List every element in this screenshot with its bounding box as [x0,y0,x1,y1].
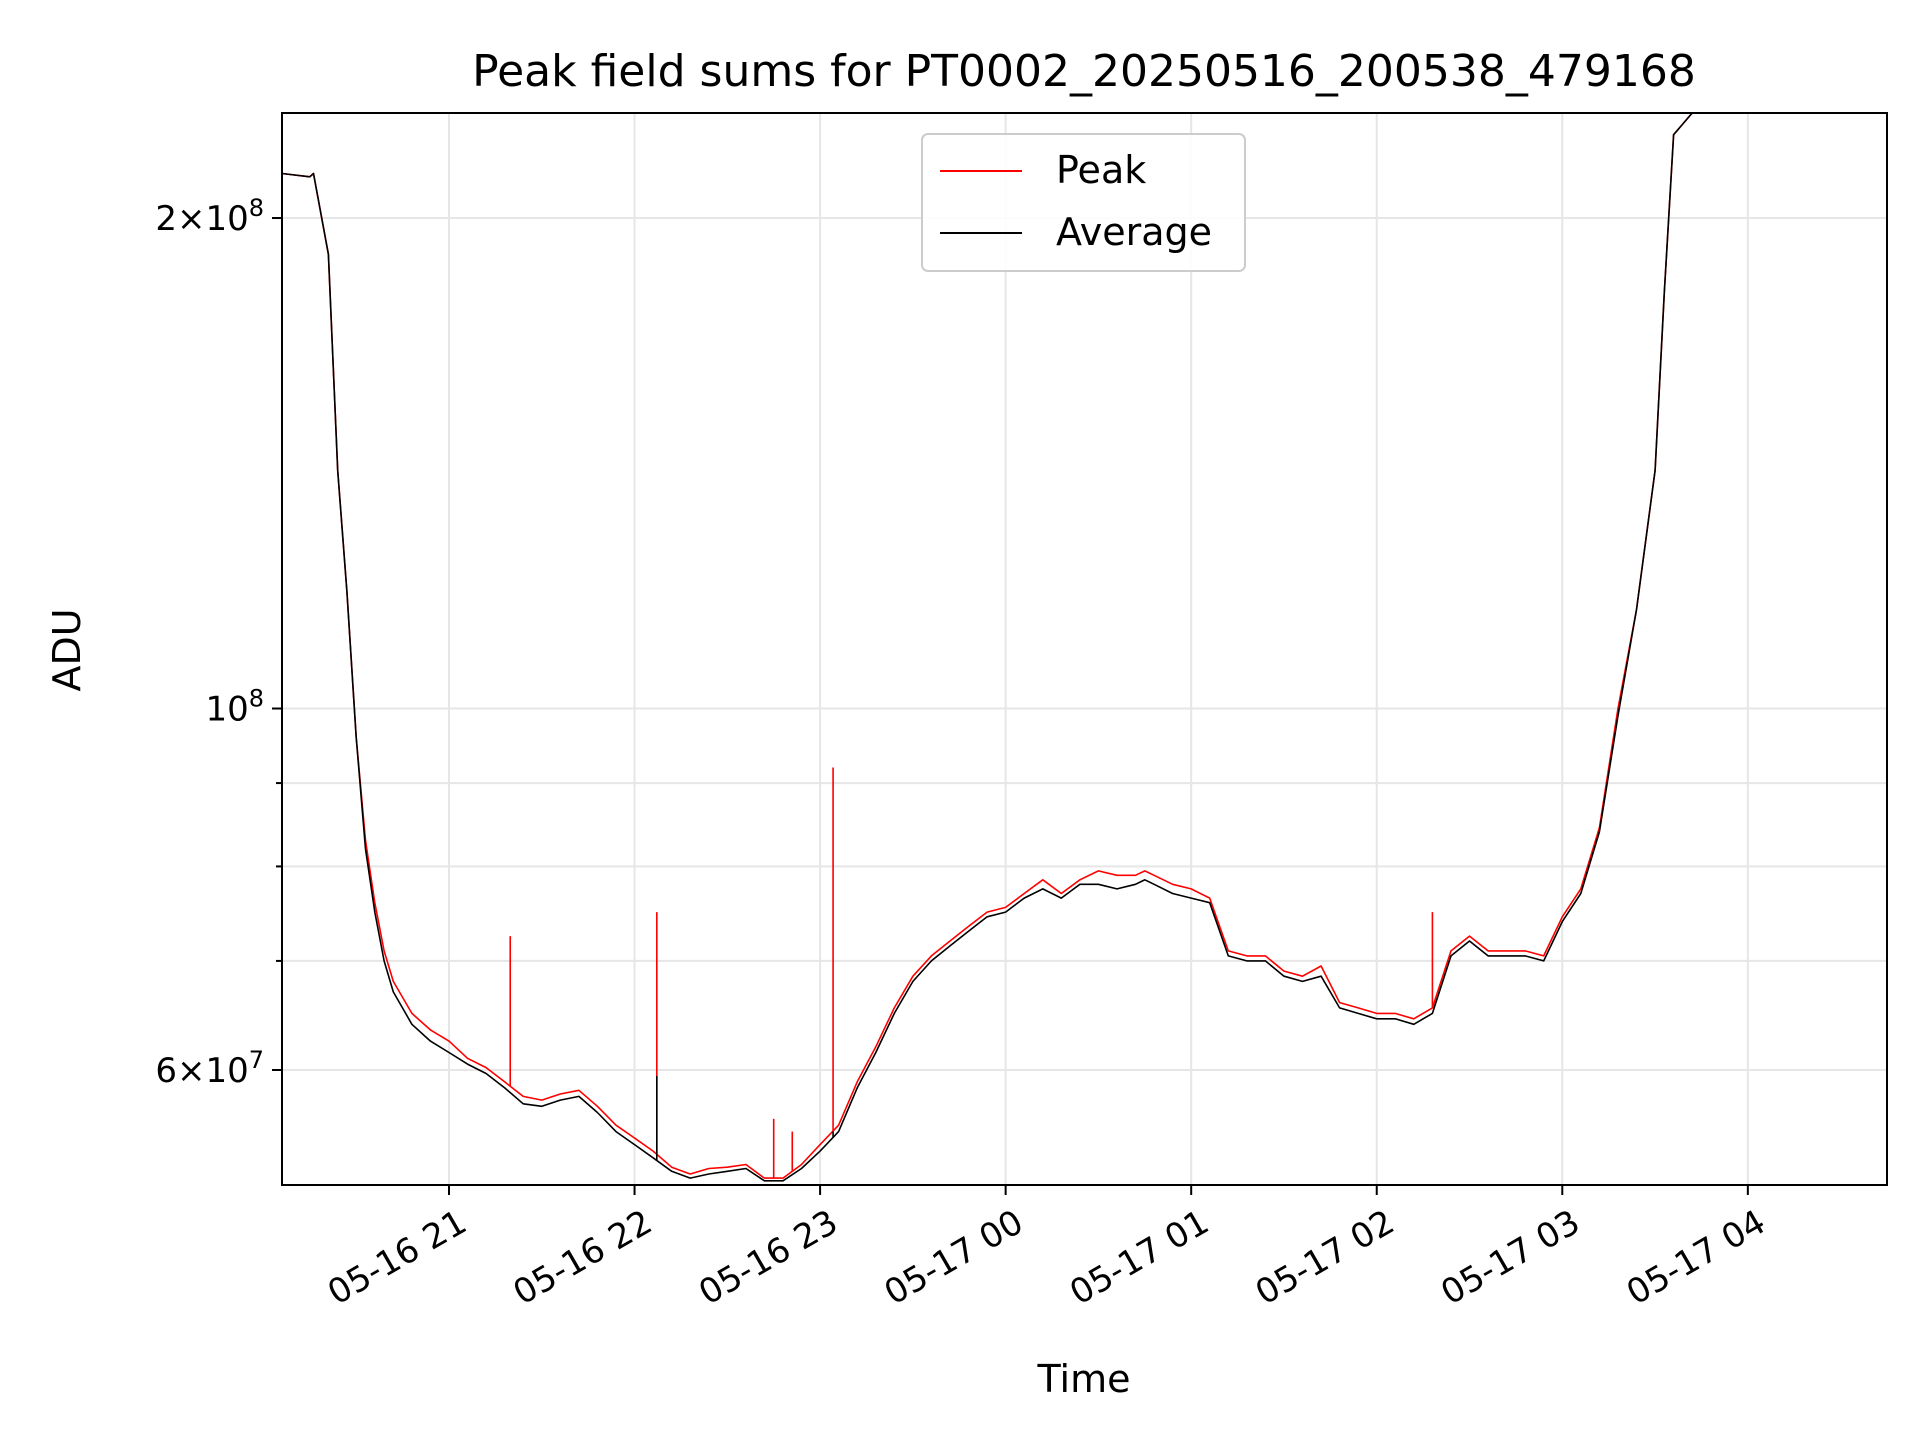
plot-frame [281,112,1888,1186]
x-axis: 05-16 21 05-16 22 05-16 23 05-17 00 05-17 01… [321,1185,1772,1313]
x-tick-label: 05-17 00 [878,1202,1030,1313]
y-axis: 6×107 108 2×108 [155,194,282,1091]
x-tick-label: 05-16 21 [321,1202,473,1313]
series-peak [282,113,1711,1179]
x-axis-label: Time [1037,1357,1131,1401]
legend-box [921,133,1246,272]
y-tick-label: 6×107 [155,1046,264,1091]
series-line-peak [282,113,1711,1179]
chart-title: Peak field sums for PT0002_20250516_2005… [472,46,1696,97]
y-axis-label: ADU [45,608,89,691]
legend-label-peak: Peak [1056,148,1146,192]
series-line-average [282,113,1711,1182]
grid [282,113,1887,1185]
x-tick-label: 05-17 02 [1249,1202,1401,1313]
x-tick-label: 05-17 03 [1434,1202,1586,1313]
y-tick-label: 2×108 [155,194,264,239]
series-layer [282,113,1711,1182]
x-tick-label: 05-16 22 [507,1202,659,1313]
series-average [282,113,1711,1182]
legend-label-average: Average [1056,210,1212,254]
x-tick-label: 05-16 23 [692,1202,844,1313]
y-tick-label: 108 [205,685,264,730]
x-tick-label: 05-17 04 [1620,1202,1772,1313]
legend: Peak Average [921,133,1246,272]
x-tick-label: 05-17 01 [1063,1202,1215,1313]
